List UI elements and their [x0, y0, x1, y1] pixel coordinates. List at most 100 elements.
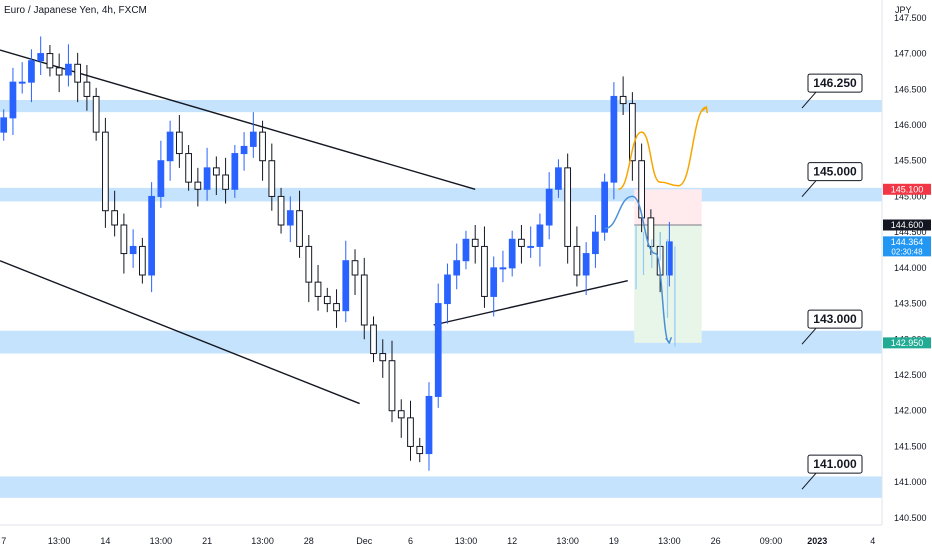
price-tag	[883, 337, 931, 349]
callout-label: 146.250	[813, 76, 857, 90]
candle-body	[490, 267, 498, 297]
scenario-path	[604, 195, 671, 344]
currency-label: JPY	[895, 5, 912, 15]
candle-body	[444, 274, 451, 305]
candle-body	[9, 81, 17, 119]
candle-body	[573, 245, 581, 276]
y-tick-label: 146.500	[894, 84, 927, 94]
y-tick-label: 143.500	[894, 299, 927, 309]
x-tick-label: 09:00	[760, 536, 783, 546]
candlestick-series	[0, 36, 676, 471]
scenario-arrows[interactable]	[604, 105, 709, 345]
candle-body	[28, 60, 35, 83]
candle-body	[286, 210, 294, 226]
candle-body	[185, 153, 192, 183]
candle-body	[527, 245, 535, 248]
y-tick-label: 145.000	[894, 191, 927, 201]
candle-body	[564, 167, 572, 247]
candle-body	[462, 238, 470, 262]
candle-body	[360, 274, 368, 326]
candle-body	[92, 95, 100, 133]
candle-body	[379, 353, 387, 362]
x-tick-label: 13:00	[150, 536, 173, 546]
candle-body	[157, 160, 165, 197]
candle-body	[333, 303, 340, 312]
candle-body	[0, 117, 8, 133]
arrow-head	[665, 336, 673, 345]
candle-body	[434, 303, 442, 397]
callout-pointer	[801, 91, 817, 109]
candle-body	[314, 281, 322, 297]
y-tick-label: 146.000	[894, 120, 927, 130]
scenario-path	[618, 106, 707, 191]
candle-body	[351, 260, 359, 276]
candle-body	[194, 181, 202, 190]
candle-body	[555, 167, 562, 190]
candle-body	[629, 103, 636, 162]
candle-body	[268, 160, 276, 197]
candle-body	[471, 238, 479, 247]
x-tick-label: 4	[870, 536, 875, 546]
candle-body	[370, 324, 377, 355]
support-resistance-zones	[0, 100, 882, 498]
x-tick-label: 26	[711, 536, 721, 546]
y-tick-label: 141.000	[894, 477, 927, 487]
stop-loss-area	[634, 189, 702, 225]
trendline	[433, 280, 628, 326]
price-tag-label: 144.364	[891, 237, 924, 247]
candle-body	[249, 131, 257, 147]
callout-box	[807, 73, 863, 93]
callout-label: 143.000	[813, 312, 857, 326]
zone-callouts[interactable]: 146.250 145.000 143.000 141.000	[801, 73, 863, 490]
candle-body	[74, 63, 82, 83]
candle-body	[139, 245, 146, 276]
candle-body	[582, 253, 590, 276]
candle-body	[481, 245, 488, 297]
candle-body	[601, 181, 609, 233]
candle-body	[37, 53, 45, 62]
candle-body	[592, 231, 599, 255]
candle-body	[46, 53, 54, 69]
price-tag	[883, 183, 931, 195]
candle-body	[619, 95, 627, 105]
candle-body	[425, 395, 433, 455]
x-tick-label: 13:00	[556, 536, 579, 546]
candle-body	[148, 195, 155, 276]
price-axis-panel	[882, 0, 932, 550]
candle-body	[259, 131, 266, 162]
candle-body	[83, 81, 91, 97]
trendline	[0, 260, 360, 405]
candle-body	[296, 210, 303, 247]
zone-band	[0, 187, 882, 202]
candle-body	[647, 217, 655, 247]
x-tick-label: 14	[100, 536, 110, 546]
x-tick-label: Dec	[356, 536, 373, 546]
countdown-label: 02:30:48	[891, 247, 923, 256]
candle-body	[416, 445, 424, 455]
arrow-head	[701, 105, 709, 114]
candle-body	[203, 167, 211, 190]
x-tick-label: 13:00	[658, 536, 681, 546]
candle-body	[610, 95, 618, 183]
x-tick-label: 13:00	[251, 536, 274, 546]
candle-body	[212, 167, 220, 176]
zone-band	[0, 100, 882, 113]
candle-body	[129, 245, 137, 255]
candle-body	[175, 131, 183, 155]
y-tick-label: 145.500	[894, 156, 927, 166]
x-tick-label: 13:00	[48, 536, 71, 546]
y-tick-label: 142.500	[894, 370, 927, 380]
price-tag	[883, 219, 931, 231]
x-tick-label: 7	[1, 536, 6, 546]
x-tick-label: 12	[507, 536, 517, 546]
candle-body	[222, 174, 229, 190]
callout-pointer	[801, 180, 817, 197]
candle-body	[545, 188, 553, 226]
candle-body	[638, 160, 645, 219]
candle-body	[342, 260, 350, 312]
candle-body	[120, 224, 128, 255]
candle-body	[111, 210, 119, 226]
x-tick-label: 2023	[807, 536, 827, 546]
